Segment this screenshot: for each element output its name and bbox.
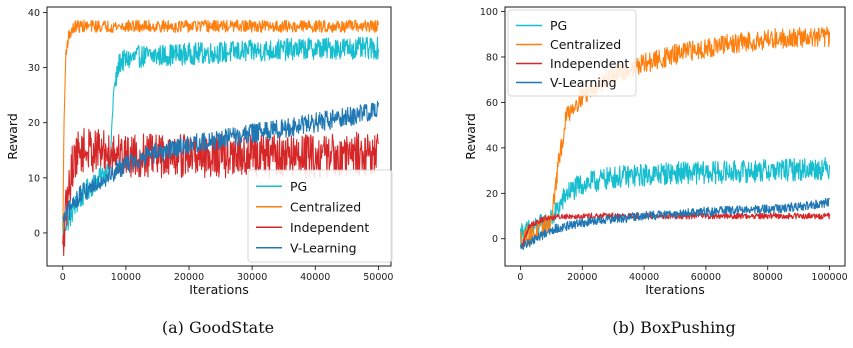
x-tick-label: 80000 [753, 272, 783, 283]
x-tick-label: 50000 [363, 272, 393, 283]
axes-frame [46, 6, 392, 267]
legend-entry: Centralized [290, 199, 361, 214]
y-tick-label: 20 [28, 118, 40, 129]
plot-area [62, 19, 379, 257]
legend-box [507, 9, 637, 97]
legend-entry: Independent [550, 56, 629, 71]
legend-entry: V-Learning [290, 240, 357, 255]
legend-box [247, 169, 393, 263]
plot-area [519, 26, 831, 251]
subfigure-caption: (a) GoodState [162, 318, 274, 337]
y-tick-label: 0 [492, 234, 498, 245]
series-line-v-learning [519, 197, 830, 251]
legend: PG Centralized Independent V-Learning [507, 9, 637, 97]
y-tick-label: 80 [486, 52, 498, 63]
x-tick-label: 0 [517, 272, 523, 283]
y-tick-label: 30 [28, 63, 40, 74]
x-tick-label: 20000 [174, 272, 204, 283]
x-tick-label: 40000 [300, 272, 330, 283]
x-axis-label: Iterations [189, 282, 249, 297]
legend-entry: Centralized [550, 37, 621, 52]
x-tick-label: 30000 [237, 272, 267, 283]
legend-entry: Independent [290, 220, 369, 235]
legend: PG Centralized Independent V-Learning [247, 169, 393, 263]
legend-entry: V-Learning [550, 75, 617, 90]
series-line-centralized [519, 26, 831, 249]
y-tick-label: 60 [486, 98, 498, 109]
y-tick-label: 40 [28, 8, 40, 19]
series-line-pg [62, 36, 379, 234]
subfigure-caption: (b) BoxPushing [612, 318, 735, 337]
chart-panel-boxpushing: 0 20000 40000 60000 80000 100000 0 20 40 60 80 100 I… [463, 6, 848, 337]
legend-entry: PG [290, 179, 307, 194]
y-axis-label: Reward [5, 113, 20, 160]
x-tick-label: 10000 [111, 272, 141, 283]
y-tick-label: 10 [28, 173, 40, 184]
x-tick-label: 100000 [811, 272, 847, 283]
chart-panel-goodstate: 0 10000 20000 30000 40000 50000 0 10 20 30 40 Itera… [5, 6, 393, 337]
series-line-centralized [62, 19, 379, 231]
axes-frame [504, 6, 846, 267]
y-tick-label: 40 [486, 143, 498, 154]
x-tick-label: 0 [60, 272, 66, 283]
y-axis-label: Reward [463, 113, 478, 160]
series-line-v-learning [62, 100, 379, 223]
x-tick-label: 20000 [567, 272, 597, 283]
y-tick-label: 20 [486, 189, 498, 200]
y-tick-label: 0 [34, 228, 40, 239]
legend-entry: PG [550, 18, 567, 33]
x-axis-label: Iterations [645, 282, 705, 297]
x-tick-label: 40000 [629, 272, 659, 283]
y-tick-label: 100 [480, 7, 498, 18]
series-line-pg [519, 157, 831, 246]
x-tick-label: 60000 [691, 272, 721, 283]
